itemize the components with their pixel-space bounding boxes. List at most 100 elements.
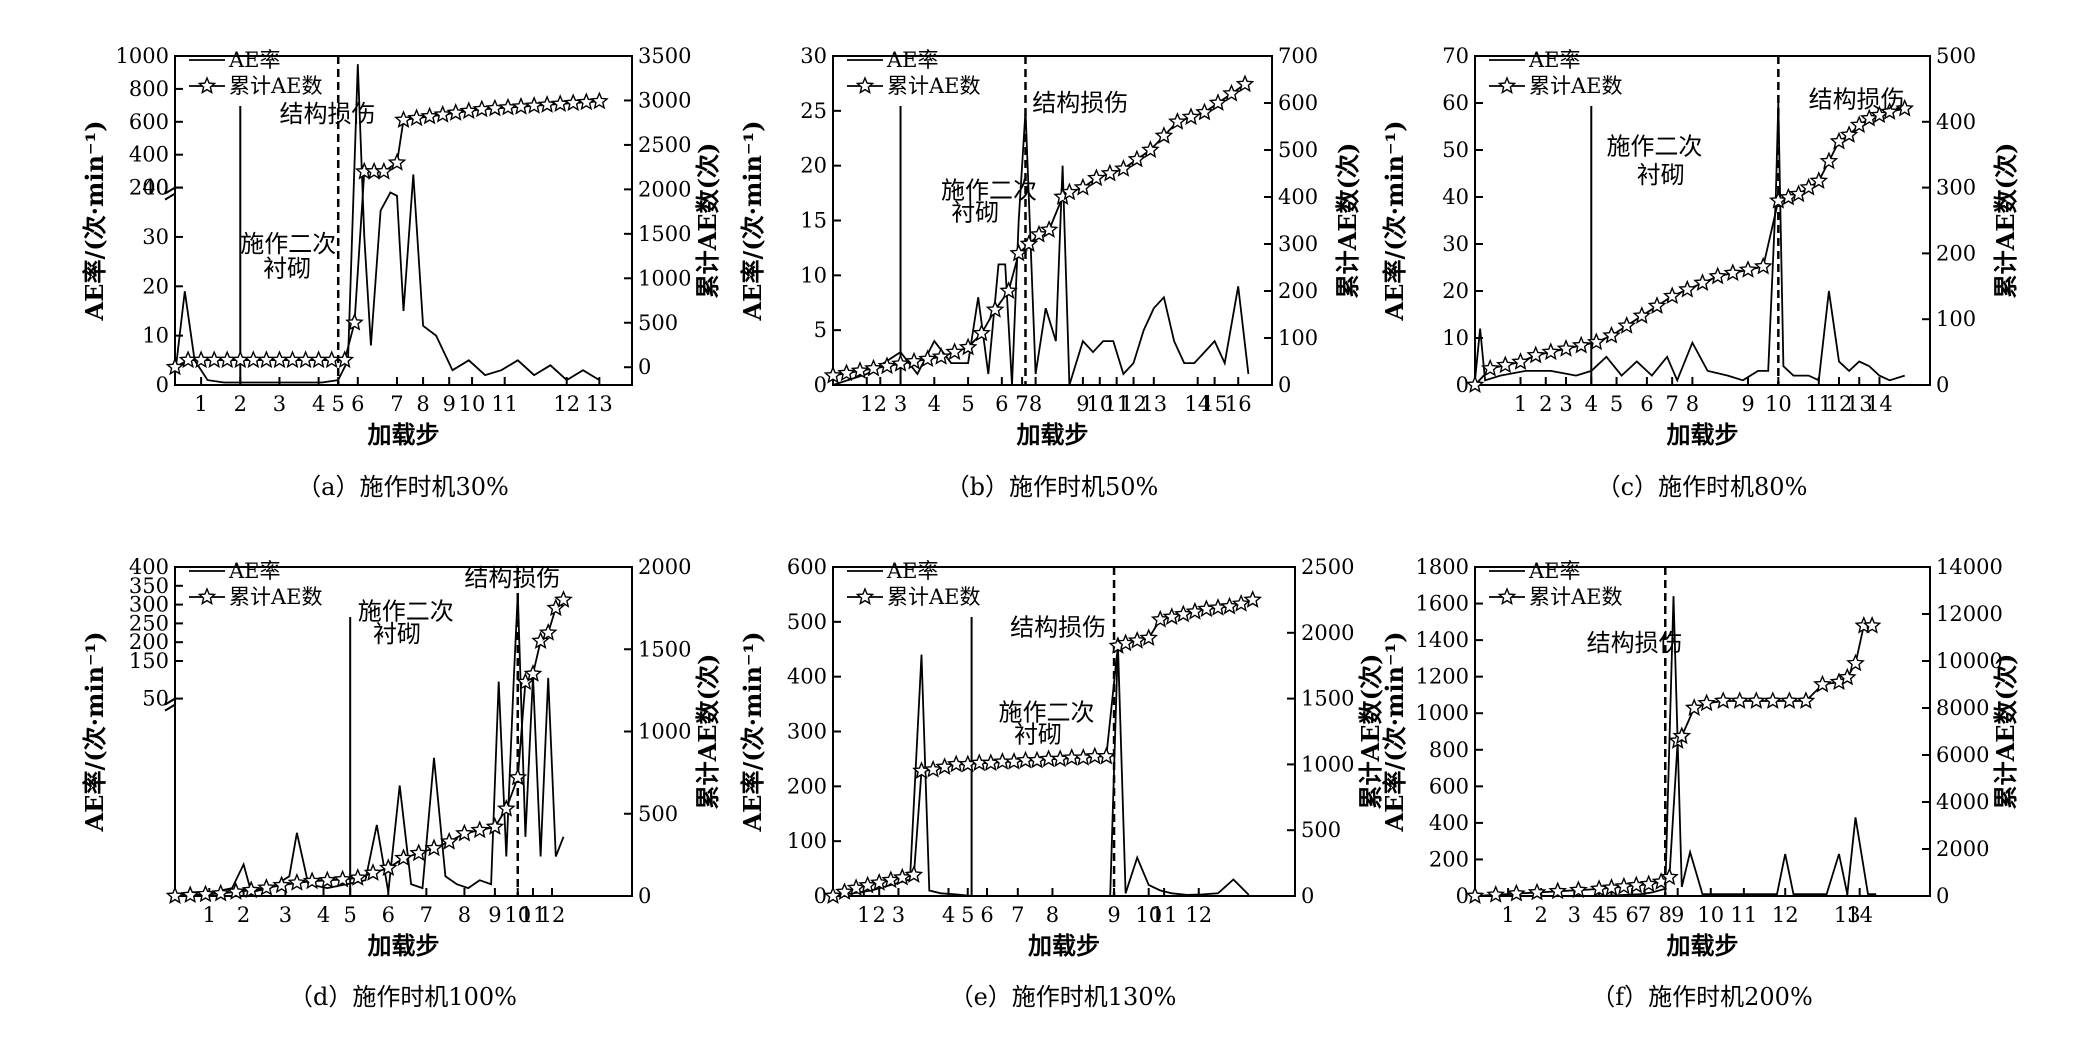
x-axis-label: 加载步 bbox=[1017, 420, 1089, 449]
legend-rate-label: AE率 bbox=[886, 559, 939, 583]
right-tick-label: 2500 bbox=[1301, 555, 1354, 579]
x-tick-label: 12 bbox=[1185, 903, 1212, 927]
x-tick-label: 6 bbox=[1625, 903, 1638, 927]
cumulative-ae-point bbox=[1154, 126, 1174, 144]
cumulative-ae-point bbox=[455, 823, 474, 842]
left-axis-label: AE率/(次·min⁻¹) bbox=[738, 632, 767, 833]
cumulative-ae-point bbox=[287, 872, 307, 891]
plot-frame bbox=[174, 55, 633, 386]
cumulative-ae-point bbox=[945, 342, 964, 361]
annotation: 结构损伤 bbox=[1809, 86, 1905, 114]
right-axis-label: 累计AE数(次) bbox=[1333, 143, 1362, 299]
cumulative-ae-point bbox=[1511, 352, 1530, 370]
annotation: 结构损伤 bbox=[1010, 614, 1106, 642]
left-tick-label: 400 bbox=[1429, 811, 1469, 835]
legend-cum-label: 累计AE数 bbox=[229, 585, 323, 609]
x-tick-label: 14 bbox=[1184, 392, 1211, 416]
cumulative-ae-point bbox=[420, 106, 439, 125]
left-tick-label: 400 bbox=[129, 555, 169, 579]
cumulative-ae-point bbox=[1087, 168, 1106, 187]
cumulative-ae-point bbox=[309, 350, 328, 369]
x-tick-label: 7 bbox=[1015, 392, 1028, 416]
annotation: 施作二次 bbox=[240, 230, 336, 258]
x-tick-label: 2 bbox=[873, 903, 886, 927]
cumulative-ae-point bbox=[498, 97, 518, 116]
left-tick-label: 350 bbox=[129, 574, 169, 598]
annotation: 衬砌 bbox=[951, 199, 999, 227]
x-tick-label: 4 bbox=[1592, 903, 1605, 927]
cumulative-ae-point bbox=[439, 831, 459, 850]
x-tick-label: 4 bbox=[312, 392, 325, 416]
cumulative-ae-point bbox=[1168, 111, 1187, 130]
cumulative-ae-point bbox=[191, 350, 211, 369]
left-axis-label: AE率/(次·min⁻¹) bbox=[1380, 121, 1409, 322]
right-axis-label: 累计AE数(次) bbox=[1991, 143, 2020, 299]
x-tick-label: 1 bbox=[194, 392, 207, 416]
x-tick-label: 2 bbox=[874, 392, 887, 416]
cumulative-ae-point bbox=[1039, 220, 1059, 238]
cumulative-ae-point bbox=[837, 363, 856, 382]
axis-break-mark bbox=[164, 697, 176, 712]
cumulative-ae-point bbox=[985, 299, 1005, 318]
legend-cum-star bbox=[855, 587, 875, 605]
annotation: 施作二次 bbox=[358, 598, 454, 626]
cumulative-ae-point bbox=[1526, 345, 1546, 364]
ae-rate-line bbox=[174, 64, 600, 384]
cumulative-ae-point bbox=[1747, 691, 1766, 709]
x-tick-label: 12 bbox=[1120, 392, 1147, 416]
legend-rate-label: AE率 bbox=[886, 48, 939, 72]
left-tick-label: 600 bbox=[129, 110, 169, 134]
cumulative-ae-point bbox=[496, 798, 516, 817]
cumulative-ae-point bbox=[1819, 151, 1839, 170]
cumulative-ae-point bbox=[1708, 266, 1728, 285]
annotation: 衬砌 bbox=[1014, 720, 1062, 748]
cumulative-ae-point bbox=[823, 886, 843, 904]
cumulative-ae-point bbox=[322, 350, 342, 369]
right-tick-label: 3000 bbox=[638, 88, 691, 112]
x-tick-label: 5 bbox=[1605, 903, 1618, 927]
cumulative-ae-point bbox=[217, 350, 237, 369]
panel-caption: （f）施作时机200% bbox=[1591, 983, 1813, 1011]
right-tick-label: 500 bbox=[638, 802, 678, 826]
right-tick-label: 400 bbox=[1278, 185, 1318, 209]
x-axis-label: 加载步 bbox=[368, 420, 440, 449]
left-tick-label: 10 bbox=[1442, 326, 1469, 350]
x-tick-label: 12 bbox=[1772, 903, 1799, 927]
cumulative-ae-point bbox=[230, 350, 250, 369]
x-tick-label: 6 bbox=[382, 903, 395, 927]
cumulative-ae-point bbox=[546, 598, 566, 617]
x-tick-label: 10 bbox=[459, 392, 486, 416]
cumulative-ae-point bbox=[459, 101, 479, 120]
left-tick-label: 0 bbox=[156, 373, 169, 397]
cumulative-ae-point bbox=[257, 350, 276, 369]
cumulative-ae-point bbox=[241, 880, 261, 899]
x-axis-label: 加载步 bbox=[1667, 931, 1739, 960]
cumulative-ae-point bbox=[1243, 590, 1263, 608]
right-tick-label: 500 bbox=[1301, 818, 1341, 842]
x-tick-label: 4 bbox=[1585, 392, 1598, 416]
x-tick-label: 8 bbox=[1029, 392, 1042, 416]
x-tick-label: 1 bbox=[203, 903, 216, 927]
x-tick-label: 14 bbox=[1866, 392, 1893, 416]
cumulative-ae-point bbox=[407, 108, 426, 127]
cumulative-ae-point bbox=[196, 884, 215, 903]
cumulative-ae-point bbox=[485, 98, 505, 117]
cumulative-ae-point bbox=[1100, 163, 1120, 182]
left-tick-label: 200 bbox=[129, 176, 169, 200]
x-tick-label: 9 bbox=[443, 392, 456, 416]
x-tick-label: 8 bbox=[1686, 392, 1699, 416]
annotation: 衬砌 bbox=[263, 254, 311, 282]
annotation: 衬砌 bbox=[373, 620, 421, 648]
cumulative-ae-point bbox=[891, 354, 910, 372]
x-tick-label: 6 bbox=[995, 392, 1008, 416]
panel-caption: （a）施作时机30% bbox=[297, 473, 509, 501]
right-tick-label: 0 bbox=[638, 355, 651, 379]
panel-caption: （b）施作时机50% bbox=[946, 473, 1159, 501]
legend-cum-label: 累计AE数 bbox=[1529, 585, 1623, 609]
left-tick-label: 400 bbox=[129, 143, 169, 167]
cumulative-ae-point bbox=[1602, 877, 1621, 896]
right-tick-label: 0 bbox=[1301, 884, 1314, 908]
x-tick-label: 13 bbox=[1834, 903, 1861, 927]
cumulative-ae-point bbox=[1614, 876, 1634, 895]
x-tick-label: 9 bbox=[1107, 903, 1120, 927]
